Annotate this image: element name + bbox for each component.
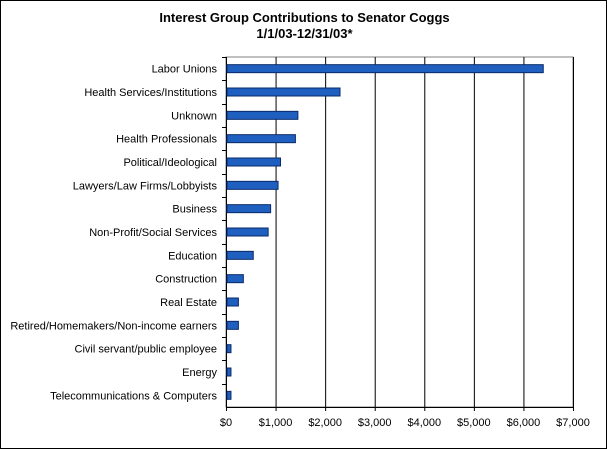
- category-label: Education: [168, 250, 217, 262]
- category-label: Business: [172, 204, 217, 216]
- x-tick-label: $5,000: [457, 417, 491, 429]
- bar: [226, 297, 239, 307]
- bar: [226, 250, 254, 260]
- bar: [226, 87, 341, 97]
- bar: [226, 274, 244, 284]
- x-tick-label: $3,000: [358, 417, 392, 429]
- bar: [226, 180, 279, 190]
- x-tick-label: $7,000: [556, 417, 590, 429]
- bar: [226, 344, 232, 354]
- x-tick-label: $6,000: [507, 417, 541, 429]
- bar: [226, 157, 282, 167]
- bar: [226, 204, 272, 214]
- x-tick-label: $1,000: [259, 417, 293, 429]
- bar: [226, 134, 296, 144]
- category-label: Non-Profit/Social Services: [89, 227, 217, 239]
- bar: [226, 110, 299, 120]
- bar: [226, 227, 269, 237]
- category-label: Health Services/Institutions: [84, 87, 217, 99]
- bar: [226, 64, 544, 74]
- bar: [226, 390, 232, 400]
- plot-area: [225, 56, 574, 408]
- x-tick-label: $2,000: [308, 417, 342, 429]
- category-label: Energy: [182, 367, 217, 379]
- bar: [226, 367, 232, 377]
- category-label: Construction: [155, 274, 217, 286]
- bar: [226, 320, 239, 330]
- chart-subtitle: 1/1/03-12/31/03*: [256, 26, 353, 41]
- x-tick-label: $0: [220, 417, 232, 429]
- category-label: Lawyers/Law Firms/Lobbyists: [73, 180, 218, 192]
- category-label: Health Professionals: [116, 134, 217, 146]
- category-label: Political/Ideological: [123, 157, 217, 169]
- category-label: Labor Unions: [152, 64, 218, 76]
- chart-title: Interest Group Contributions to Senator …: [159, 10, 450, 25]
- category-label: Telecommunications & Computers: [50, 390, 217, 402]
- category-label: Civil servant/public employee: [75, 344, 217, 356]
- x-tick-label: $4,000: [407, 417, 441, 429]
- category-label: Unknown: [171, 110, 217, 122]
- category-label: Real Estate: [160, 297, 217, 309]
- category-label: Retired/Homemakers/Non-income earners: [10, 320, 217, 332]
